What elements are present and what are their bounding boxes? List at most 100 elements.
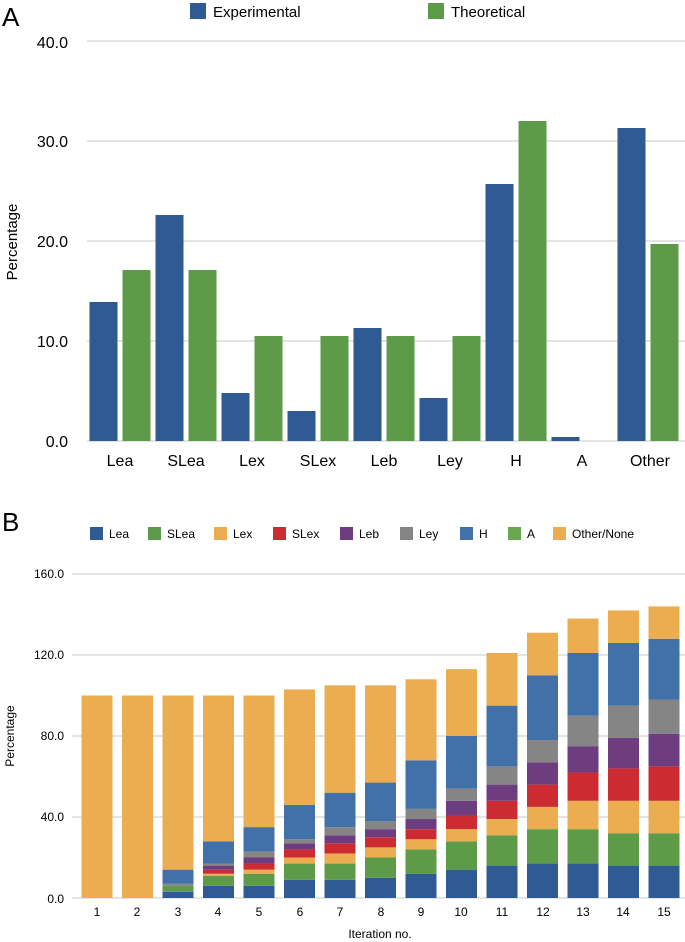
bar-segment-h-iter-12 xyxy=(527,675,558,741)
bar-segment-lex-iter-4 xyxy=(203,873,234,876)
bar-theoretical-leb xyxy=(386,336,415,441)
legend-swatch-experimental xyxy=(190,3,206,19)
legend-swatch-slex xyxy=(273,527,286,540)
bar-segment-slex-iter-15 xyxy=(648,766,680,801)
bar-segment-slea-iter-13 xyxy=(567,829,599,864)
bar-segment-other-none-iter-8 xyxy=(365,685,396,783)
legend-label-slex: SLex xyxy=(292,527,319,541)
y-axis-a: 0.0 10.0 20.0 30.0 40.0 xyxy=(37,35,68,451)
x-tick-label: 12 xyxy=(536,905,550,919)
bar-segment-slex-iter-4 xyxy=(203,869,234,874)
y-tick-label: 0.0 xyxy=(46,434,68,451)
bar-segment-leb-iter-8 xyxy=(365,829,396,838)
legend-label-lex: Lex xyxy=(233,527,252,541)
bar-segment-other-none-iter-6 xyxy=(284,689,315,805)
legend-label-ley: Ley xyxy=(419,527,438,541)
chart-panel-b: B Lea SLea Lex SLex Leb Ley H A Other/No… xyxy=(2,507,685,941)
bar-segment-ley-iter-8 xyxy=(365,821,396,830)
bar-segment-slea-iter-4 xyxy=(203,875,234,886)
x-axis-label-b: Iteration no. xyxy=(348,927,411,941)
bar-segment-h-iter-4 xyxy=(203,841,234,864)
bar-segment-ley-iter-14 xyxy=(608,705,639,739)
bar-segment-h-iter-10 xyxy=(446,736,477,789)
bar-segment-slea-iter-6 xyxy=(284,863,315,880)
bar-theoretical-h xyxy=(518,121,547,441)
bar-segment-lex-iter-13 xyxy=(567,800,599,830)
legend-label-experimental: Experimental xyxy=(213,4,301,21)
bar-segment-other-none-iter-12 xyxy=(527,632,558,676)
bar-segment-lex-iter-7 xyxy=(324,853,356,864)
bar-segment-leb-iter-15 xyxy=(648,733,680,767)
x-tick-label: 8 xyxy=(378,905,385,919)
x-tick-label: 1 xyxy=(94,905,101,919)
bar-segment-h-iter-3 xyxy=(162,869,194,884)
y-axis-label-a: Percentage xyxy=(4,204,21,281)
x-tick-label: 2 xyxy=(134,905,141,919)
legend-swatch-ley xyxy=(400,527,413,540)
legend-swatch-lex xyxy=(214,527,227,540)
legend-swatch-leb xyxy=(340,527,353,540)
bar-segment-slex-iter-11 xyxy=(486,800,518,820)
bar-segment-leb-iter-11 xyxy=(486,784,518,801)
bar-segment-lex-iter-12 xyxy=(527,806,558,830)
bar-segment-slea-iter-15 xyxy=(648,833,680,866)
bar-experimental-lex xyxy=(221,393,250,441)
y-tick-label: 0.0 xyxy=(47,892,64,906)
bar-segment-h-iter-6 xyxy=(284,804,315,840)
x-tick-label: 7 xyxy=(337,905,344,919)
bar-segment-ley-iter-6 xyxy=(284,839,315,844)
bar-experimental-ley xyxy=(419,398,448,441)
y-tick-label: 120.0 xyxy=(34,648,64,662)
y-axis-b: 0.0 40.0 80.0 120.0 160.0 xyxy=(34,567,64,906)
bar-segment-slea-iter-11 xyxy=(486,835,518,866)
bars-b xyxy=(81,606,680,898)
bar-segment-slea-iter-5 xyxy=(243,873,275,886)
y-tick-label: 80.0 xyxy=(41,729,65,743)
bar-experimental-slex xyxy=(287,411,316,441)
bar-segment-other-none-iter-7 xyxy=(324,685,356,793)
bar-segment-lea-iter-6 xyxy=(284,879,315,898)
bar-segment-other-none-iter-13 xyxy=(567,618,599,653)
bar-segment-slex-iter-6 xyxy=(284,849,315,858)
x-tick-label: SLex xyxy=(300,453,336,470)
legend-swatch-theoretical xyxy=(428,3,444,19)
bar-segment-ley-iter-11 xyxy=(486,766,518,785)
bar-theoretical-slea xyxy=(188,270,217,441)
bar-experimental-slea xyxy=(155,215,184,441)
x-tick-label: 9 xyxy=(418,905,425,919)
x-tick-label: Leb xyxy=(371,453,398,470)
bar-segment-leb-iter-7 xyxy=(324,835,356,844)
legend-label-other-none: Other/None xyxy=(572,527,634,541)
bar-segment-other-none-iter-11 xyxy=(486,652,518,706)
y-axis-label-b: Percentage xyxy=(3,705,17,767)
x-axis-b: 1 2 3 4 5 6 7 8 9 10 11 12 13 14 15 xyxy=(94,905,671,919)
bar-segment-ley-iter-12 xyxy=(527,740,558,763)
bar-experimental-a xyxy=(551,437,580,441)
bar-segment-lex-iter-10 xyxy=(446,829,477,842)
bar-segment-slex-iter-9 xyxy=(405,829,437,840)
bar-segment-lea-iter-10 xyxy=(446,869,477,898)
x-tick-label: Lea xyxy=(107,453,134,470)
bar-segment-other-none-iter-3 xyxy=(162,695,194,870)
bar-segment-slea-iter-12 xyxy=(527,829,558,864)
bar-segment-leb-iter-14 xyxy=(608,738,639,769)
bar-experimental-lea xyxy=(89,302,118,441)
legend-a: Experimental Theoretical xyxy=(190,3,525,21)
legend-label-lea: Lea xyxy=(109,527,129,541)
bar-theoretical-slex xyxy=(320,336,349,441)
bar-segment-lex-iter-9 xyxy=(405,839,437,850)
bar-segment-lea-iter-14 xyxy=(608,865,639,898)
bar-theoretical-ley xyxy=(452,336,481,441)
y-tick-label: 160.0 xyxy=(34,567,64,581)
bar-segment-lea-iter-13 xyxy=(567,863,599,898)
x-tick-label: 6 xyxy=(297,905,304,919)
bar-theoretical-lex xyxy=(254,336,283,441)
bar-segment-lea-iter-3 xyxy=(162,891,194,898)
bar-experimental-leb xyxy=(353,328,382,441)
bar-experimental-other xyxy=(617,128,646,441)
bar-segment-leb-iter-5 xyxy=(243,857,275,864)
bar-segment-leb-iter-13 xyxy=(567,746,599,773)
bar-segment-lea-iter-9 xyxy=(405,873,437,898)
bar-segment-slex-iter-5 xyxy=(243,863,275,870)
bar-segment-other-none-iter-9 xyxy=(405,679,437,761)
